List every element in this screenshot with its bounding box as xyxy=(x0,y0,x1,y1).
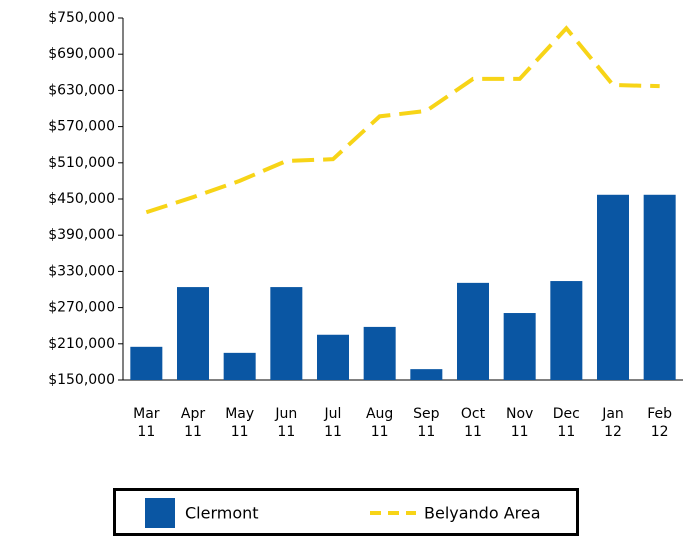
bar xyxy=(270,287,303,380)
y-tick-label: $390,000 xyxy=(48,227,115,243)
y-tick-label: $690,000 xyxy=(48,46,115,62)
x-tick-label: Jan 12 xyxy=(601,406,624,440)
line xyxy=(145,25,660,215)
x-tick-label: May 11 xyxy=(225,406,254,440)
bar xyxy=(410,369,443,380)
x-tick-label: Aug 11 xyxy=(366,406,393,440)
x-tick-label: Nov 11 xyxy=(506,406,533,440)
bar xyxy=(457,282,489,380)
x-tick-label: Jul 11 xyxy=(324,406,342,440)
y-tick-label: $450,000 xyxy=(48,191,115,207)
legend-label: Clermont xyxy=(185,504,259,523)
bar xyxy=(597,194,629,380)
x-tick-label: Apr 11 xyxy=(181,406,205,440)
x-tick-label: Oct 11 xyxy=(461,406,486,440)
bar xyxy=(130,346,163,380)
legend-swatch xyxy=(145,498,175,528)
y-tick-label: $270,000 xyxy=(48,300,115,316)
y-tick-label: $750,000 xyxy=(48,10,115,26)
x-tick-label: Mar 11 xyxy=(133,406,160,440)
y-tick-label: $150,000 xyxy=(48,372,115,388)
bar xyxy=(643,194,676,380)
y-tick-label: $630,000 xyxy=(48,82,115,98)
y-tick-label: $570,000 xyxy=(48,119,115,135)
y-tick-label: $330,000 xyxy=(48,263,115,279)
bar xyxy=(503,313,536,380)
x-tick-label: Sep 11 xyxy=(413,406,440,440)
bar xyxy=(177,287,209,380)
x-tick-label: Dec 11 xyxy=(553,406,580,440)
y-tick-label: $210,000 xyxy=(48,336,115,352)
bar xyxy=(550,281,583,380)
bar xyxy=(223,352,256,380)
legend-label: Belyando Area xyxy=(424,504,541,523)
x-tick-label: Jun 11 xyxy=(274,406,297,440)
x-tick-label: Feb 12 xyxy=(647,406,672,440)
bar xyxy=(317,334,349,380)
y-tick-label: $510,000 xyxy=(48,155,115,171)
bar xyxy=(363,326,396,380)
legend-box xyxy=(113,488,579,536)
